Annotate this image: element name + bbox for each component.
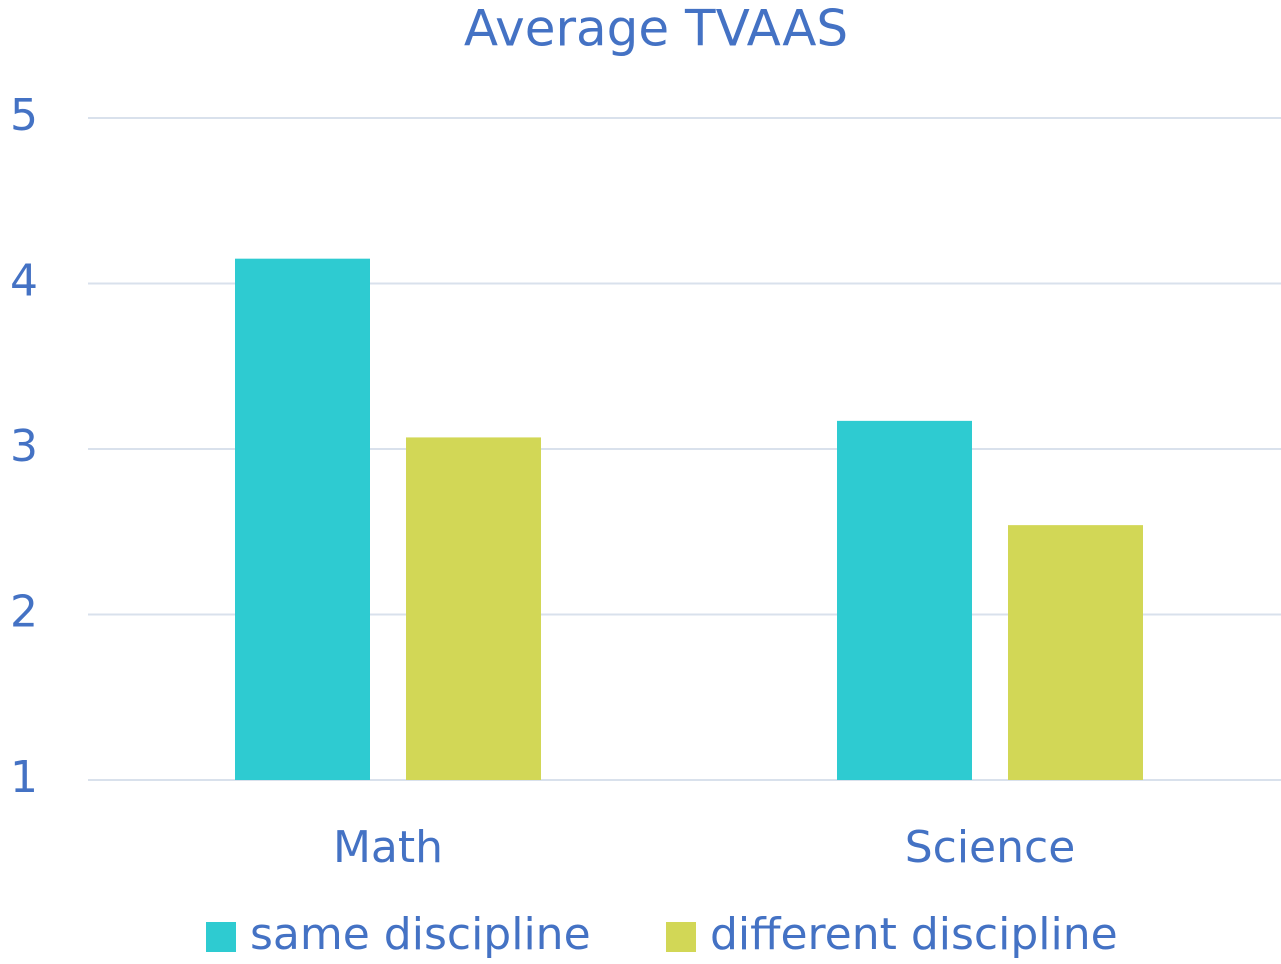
- legend-label: same discipline: [250, 909, 591, 960]
- legend-label: different discipline: [710, 909, 1118, 960]
- x-tick-label: Science: [905, 822, 1076, 873]
- bar: [837, 420, 972, 780]
- bar: [235, 258, 370, 780]
- x-tick-label: Math: [333, 822, 443, 873]
- bar: [406, 437, 541, 780]
- y-tick-label: 3: [10, 421, 38, 472]
- y-tick-label: 5: [10, 90, 38, 141]
- y-tick-label: 4: [10, 256, 38, 307]
- chart-title: Average TVAAS: [464, 0, 848, 58]
- legend-swatch: [206, 922, 236, 952]
- y-tick-label: 1: [10, 752, 38, 803]
- legend-swatch: [666, 922, 696, 952]
- bar: [1008, 525, 1143, 780]
- y-tick-label: 2: [10, 587, 38, 638]
